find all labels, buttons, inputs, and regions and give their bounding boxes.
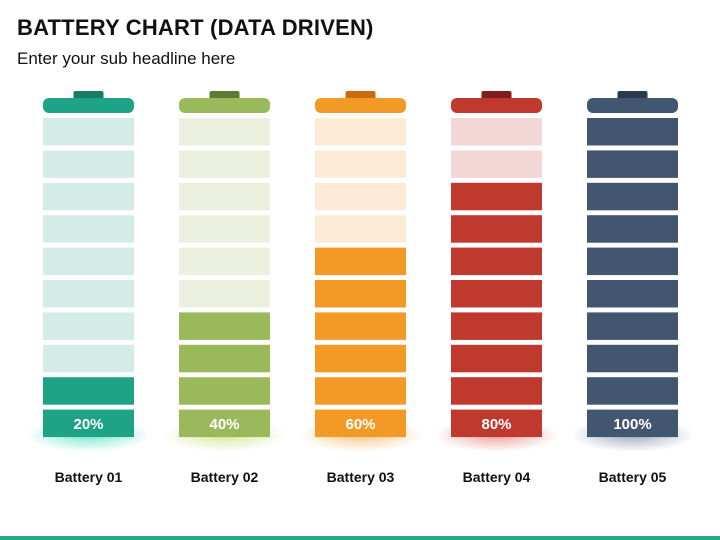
battery-segment-empty (43, 280, 134, 308)
battery-category-label: Battery 01 (55, 469, 123, 485)
battery-category-label: Battery 05 (599, 469, 667, 485)
battery-segment-filled (451, 312, 542, 340)
battery-segment-empty (179, 182, 270, 211)
battery-segment-filled (587, 409, 678, 438)
battery-category-label: Battery 04 (463, 469, 531, 485)
battery-segment-filled (315, 312, 406, 340)
battery-segment-empty (179, 247, 270, 276)
battery-segment-filled (587, 312, 678, 340)
battery-segment-empty (451, 118, 542, 146)
battery-segment-filled (43, 377, 134, 405)
battery-segment-filled (451, 344, 542, 373)
battery-segment-empty (179, 280, 270, 308)
battery-segment-empty (43, 344, 134, 373)
battery-segment-filled (451, 280, 542, 308)
battery-segment-empty (315, 118, 406, 146)
battery-segment-filled (315, 377, 406, 405)
battery-cap (587, 98, 678, 113)
battery-segment-filled (315, 247, 406, 276)
battery-segment-filled (179, 312, 270, 340)
battery-segment-empty (43, 247, 134, 276)
battery-segment-empty (179, 215, 270, 243)
battery-segment-filled (587, 215, 678, 243)
battery-segment-filled (587, 182, 678, 211)
battery-cap (43, 98, 134, 113)
battery-segment-filled (587, 377, 678, 405)
battery-segment-empty (43, 150, 134, 178)
battery-segment-filled (587, 344, 678, 373)
battery-segment-empty (43, 215, 134, 243)
battery-terminal (481, 91, 512, 100)
battery-cap (179, 98, 270, 113)
battery-category-label: Battery 03 (327, 469, 395, 485)
battery-category-label: Battery 02 (191, 469, 259, 485)
battery-segment-empty (315, 182, 406, 211)
battery-segment-filled (451, 215, 542, 243)
footer-accent-bar (0, 536, 720, 540)
battery-segment-empty (451, 150, 542, 178)
battery-segment-empty (315, 215, 406, 243)
battery-value-label: 40% (209, 416, 239, 433)
battery-segment-empty (315, 150, 406, 178)
battery-cap (451, 98, 542, 113)
battery-segment-filled (451, 377, 542, 405)
battery-segment-filled (179, 344, 270, 373)
battery-value-label: 80% (481, 416, 511, 433)
battery-segment-filled (451, 247, 542, 276)
battery-segment-filled (587, 150, 678, 178)
battery-value-label: 100% (613, 416, 651, 433)
battery-segment-filled (179, 409, 270, 438)
battery-segment-filled (587, 247, 678, 276)
battery-segment-empty (43, 118, 134, 146)
battery-segment-filled (451, 409, 542, 438)
battery-segment-filled (587, 280, 678, 308)
battery-segment-filled (587, 118, 678, 146)
battery-segment-filled (315, 409, 406, 438)
battery-segment-filled (315, 344, 406, 373)
battery-cap (315, 98, 406, 113)
battery-terminal (209, 91, 240, 100)
battery-segment-empty (43, 312, 134, 340)
battery-segment-filled (451, 182, 542, 211)
battery-segment-empty (179, 150, 270, 178)
battery-terminal (345, 91, 376, 100)
battery-terminal (73, 91, 104, 100)
battery-segment-empty (43, 182, 134, 211)
battery-segment-empty (179, 118, 270, 146)
battery-value-label: 20% (73, 416, 103, 433)
page-subtitle: Enter your sub headline here (17, 49, 236, 68)
battery-terminal (617, 91, 648, 100)
battery-value-label: 60% (345, 416, 375, 433)
battery-segment-filled (43, 409, 134, 438)
page-title: BATTERY CHART (DATA DRIVEN) (17, 15, 374, 40)
battery-segment-filled (315, 280, 406, 308)
battery-segment-filled (179, 377, 270, 405)
